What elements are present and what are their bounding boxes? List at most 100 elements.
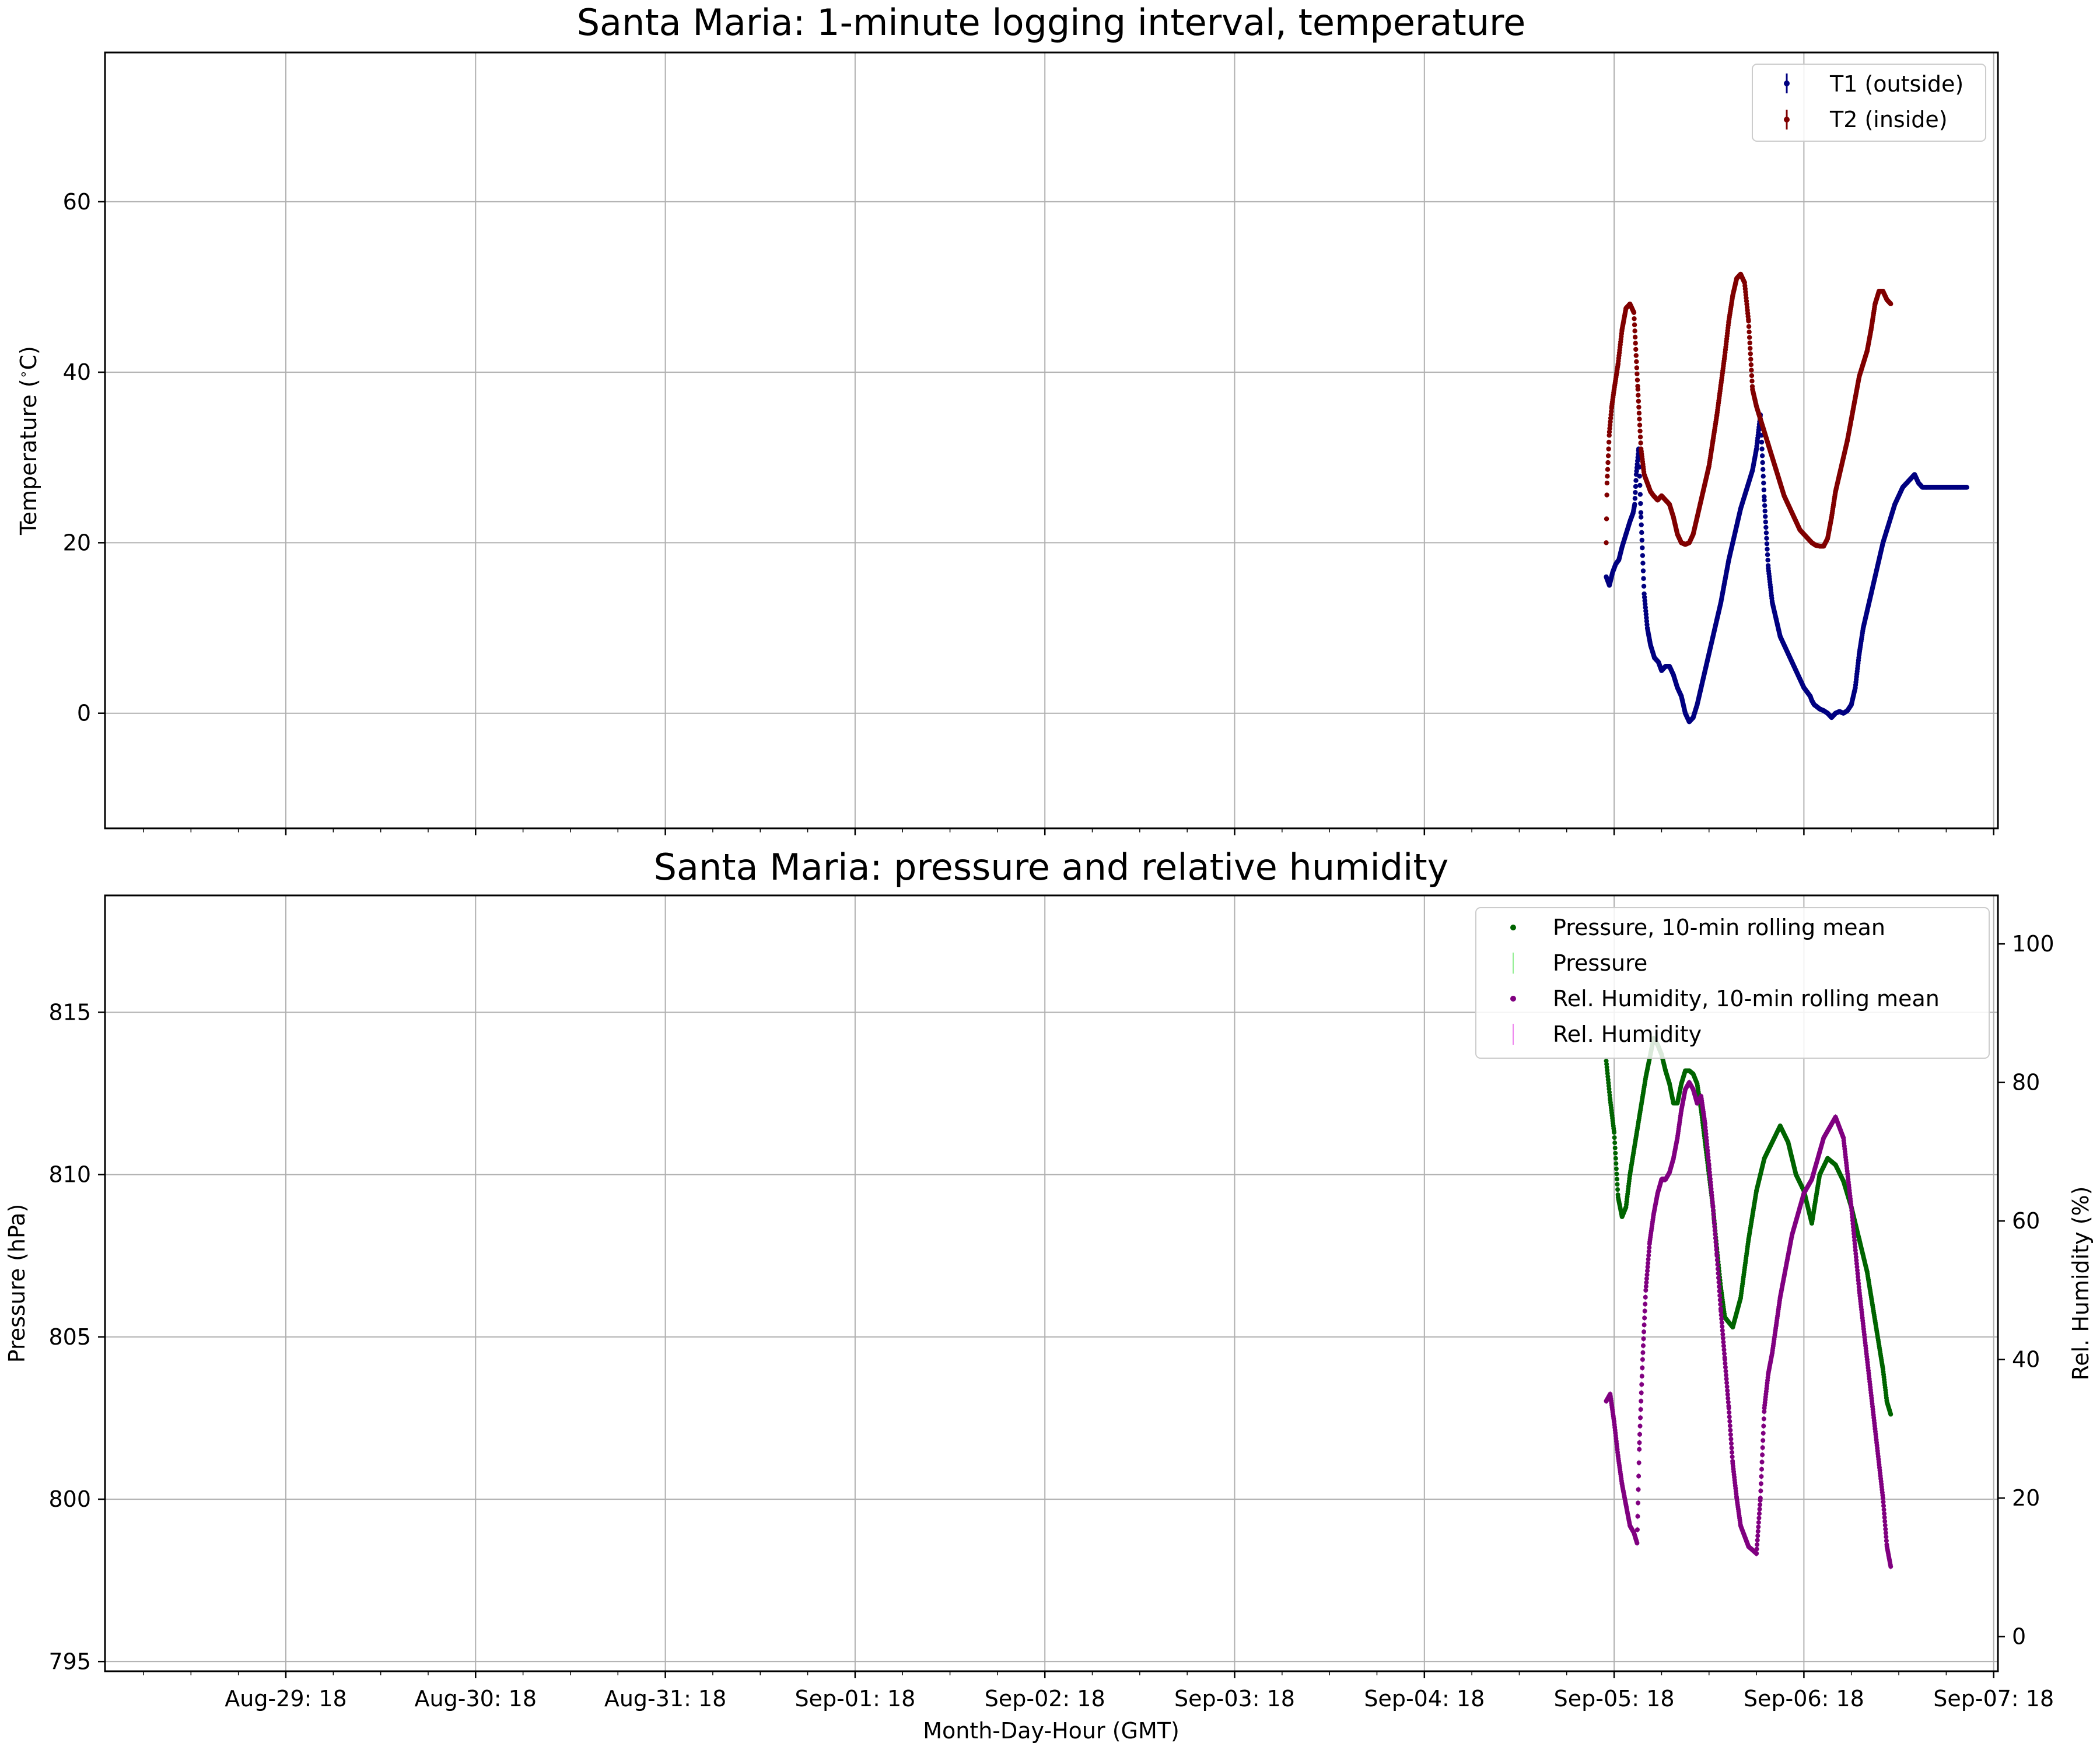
t2-inside-series-point bbox=[1637, 422, 1643, 428]
t1-outside-series-point bbox=[1639, 530, 1644, 536]
t2-inside-series-point bbox=[1634, 365, 1640, 370]
t1-outside-series-point bbox=[1637, 464, 1642, 470]
t1-outside-series-point bbox=[1763, 524, 1769, 530]
t1-outside-series-point bbox=[1638, 510, 1644, 515]
t1-outside-series-point bbox=[1637, 492, 1643, 497]
t2-inside-series-point bbox=[1636, 398, 1642, 404]
temperature-chart-title: Santa Maria: 1-minute logging interval, … bbox=[577, 1, 1526, 44]
t1-outside-series-point bbox=[1760, 474, 1766, 479]
t1-outside-series-point bbox=[1763, 519, 1768, 524]
pressure-mean-series-point bbox=[1614, 1166, 1619, 1171]
t2-inside-series-point bbox=[1748, 351, 1753, 356]
t1-outside-series-point bbox=[1641, 576, 1646, 581]
pressure-mean-series-point bbox=[1614, 1161, 1619, 1166]
y-tick-label: 0 bbox=[77, 701, 91, 726]
t2-inside-series-point bbox=[1749, 379, 1755, 384]
t2-inside-series-point bbox=[1636, 393, 1641, 398]
t1-outside-series-point bbox=[1765, 552, 1770, 558]
t2-inside-series-point bbox=[1748, 362, 1754, 368]
t1-outside-series-point bbox=[1637, 482, 1643, 488]
t1-outside-series-point bbox=[1641, 583, 1647, 589]
t1-outside-series-point bbox=[1765, 547, 1770, 552]
y-tick-label: 60 bbox=[63, 189, 91, 215]
t2-inside-series-point bbox=[1634, 371, 1640, 377]
t1-outside-series-point bbox=[1637, 474, 1642, 479]
t2-inside-series bbox=[1604, 271, 1894, 549]
t2-inside-series-point bbox=[1631, 310, 1637, 315]
t2-inside-series-point bbox=[1632, 328, 1637, 334]
t2-inside-series-point bbox=[1604, 540, 1609, 545]
t2-inside-series-point bbox=[1746, 335, 1752, 340]
legend-label-t1: T1 (outside) bbox=[1829, 71, 1964, 97]
t1-outside-series-point bbox=[1638, 514, 1644, 520]
t1-outside-series-point bbox=[1759, 446, 1765, 452]
t2-inside-series-point bbox=[1749, 368, 1754, 373]
temperature-panel: 0 20 40 60 Santa Maria: 1-minute logging in… bbox=[15, 1, 1999, 835]
t1-outside-series-point bbox=[1765, 558, 1770, 563]
t2-inside-series-point bbox=[1605, 467, 1611, 472]
t1-outside-series-point bbox=[1633, 489, 1638, 495]
t2-inside-series-point bbox=[1637, 434, 1643, 440]
pressure-mean-series-point bbox=[1614, 1171, 1619, 1177]
t1-outside-series-point bbox=[1762, 503, 1768, 508]
t2-inside-series-point bbox=[1606, 446, 1611, 452]
pressure-mean-series-point bbox=[1612, 1130, 1617, 1135]
t2-inside-series-point bbox=[1638, 440, 1643, 446]
t1-outside-series-point bbox=[1633, 484, 1639, 489]
t1-outside-series-point bbox=[1761, 487, 1767, 492]
t1-outside-series-point bbox=[1640, 545, 1645, 551]
t1-outside-series-point bbox=[1763, 530, 1769, 536]
pressure-mean-series-point bbox=[1614, 1177, 1619, 1182]
t1-outside-series-point bbox=[1764, 541, 1770, 547]
temperature-legend: T1 (outside) T2 (inside) bbox=[1752, 64, 1986, 142]
t2-inside-series-point bbox=[1633, 346, 1639, 352]
t1-outside-series-point bbox=[1760, 467, 1766, 472]
t2-inside-series-point bbox=[1604, 516, 1609, 522]
t1-outside-series-point bbox=[1632, 496, 1638, 501]
pressure-mean-series-point bbox=[1612, 1145, 1618, 1150]
t2-inside-series-point bbox=[1748, 356, 1754, 362]
t2-inside-series-point bbox=[1888, 301, 1894, 307]
temperature-series bbox=[1604, 271, 1969, 724]
y-tick-label: 20 bbox=[63, 530, 91, 555]
t2-inside-series-point bbox=[1747, 340, 1752, 345]
t2-inside-series-point bbox=[1634, 377, 1640, 383]
t2-inside-series-point bbox=[1605, 474, 1610, 479]
t2-inside-series-point bbox=[1635, 387, 1640, 392]
t2-inside-series-point bbox=[1633, 341, 1638, 346]
pressure-mean-series-point bbox=[1613, 1150, 1618, 1156]
t1-outside-series-point bbox=[1640, 561, 1646, 566]
t2-inside-series-point bbox=[1634, 359, 1639, 365]
t1-outside-series-point bbox=[1761, 480, 1766, 486]
temperature-grid bbox=[105, 52, 1998, 828]
t2-inside-series-point bbox=[1748, 345, 1753, 351]
t2-inside-series-point bbox=[1632, 316, 1637, 321]
pressure-mean-series-point bbox=[1615, 1187, 1620, 1192]
t1-outside-series-point bbox=[1639, 537, 1645, 543]
t2-inside-series-point bbox=[1632, 322, 1637, 328]
t1-outside-series-point bbox=[1759, 439, 1765, 445]
t2-inside-series-point bbox=[1604, 480, 1610, 486]
pressure-mean-series-point bbox=[1612, 1135, 1617, 1140]
t1-outside-series-point bbox=[1633, 478, 1639, 483]
pressure-mean-series-point bbox=[1613, 1156, 1618, 1161]
t2-inside-series-point bbox=[1637, 416, 1642, 422]
t2-inside-series-point bbox=[1605, 453, 1611, 459]
t2-inside-series-point bbox=[1636, 404, 1642, 410]
pressure-mean-series-point bbox=[1612, 1140, 1618, 1146]
t1-outside-series-point bbox=[1764, 536, 1769, 541]
pressure-mean-series-point bbox=[1615, 1182, 1620, 1187]
t1-outside-series-point bbox=[1640, 568, 1646, 573]
t2-inside-series-point bbox=[1632, 334, 1638, 340]
t2-inside-series-point bbox=[1746, 329, 1752, 335]
t1-outside-series-point bbox=[1762, 498, 1767, 503]
t2-inside-series-point bbox=[1633, 353, 1639, 358]
t2-inside-series-point bbox=[1606, 439, 1612, 445]
t1-outside-series-point bbox=[1640, 553, 1646, 558]
t2-inside-series-point bbox=[1746, 324, 1752, 329]
t1-outside-series-point bbox=[1760, 460, 1765, 466]
t1-outside-series bbox=[1604, 412, 1969, 724]
t1-outside-series-point bbox=[1964, 485, 1969, 490]
t2-inside-series-point bbox=[1636, 411, 1642, 416]
